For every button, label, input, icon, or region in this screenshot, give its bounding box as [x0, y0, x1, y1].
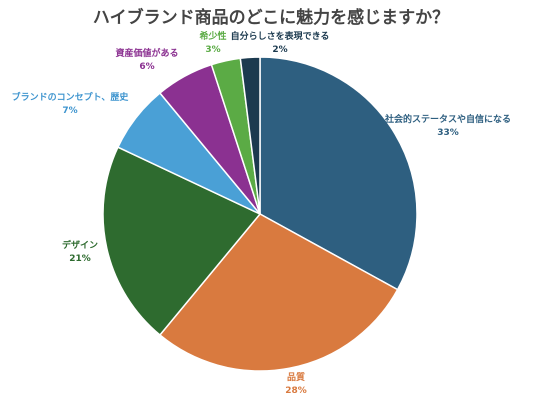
slice-label: 社会的ステータスや自信になる	[384, 113, 511, 125]
slice-label: 希少性	[199, 30, 226, 42]
chart-title: ハイブランド商品のどこに魅力を感じますか？	[93, 7, 449, 28]
slice-value-label: 7%	[62, 106, 77, 116]
slice-value-label: 33%	[437, 128, 459, 138]
pie-slice	[239, 56, 261, 215]
pie-slice	[158, 213, 399, 372]
slice-value-label: 6%	[139, 62, 154, 72]
slice-label: 自分らしさを表現できる	[231, 30, 330, 42]
pie-slice	[259, 56, 418, 291]
slice-labels: 社会的ステータスや自信になる 33% 品質 28% デザイン 21% ブランドのコンセプト、…	[12, 30, 511, 396]
slice-value-label: 2%	[272, 45, 287, 55]
slice-label: ブランドのコンセプト、歴史	[12, 91, 130, 103]
slice-label: 品質	[287, 371, 305, 383]
slice-label: 資産価値がある	[115, 47, 178, 59]
pie-slices	[102, 56, 418, 372]
pie-slice	[102, 146, 262, 337]
slice-value-label: 3%	[205, 45, 220, 55]
slice-value-label: 28%	[285, 386, 307, 396]
slice-label: デザイン	[62, 239, 98, 251]
slice-value-label: 21%	[69, 254, 91, 264]
